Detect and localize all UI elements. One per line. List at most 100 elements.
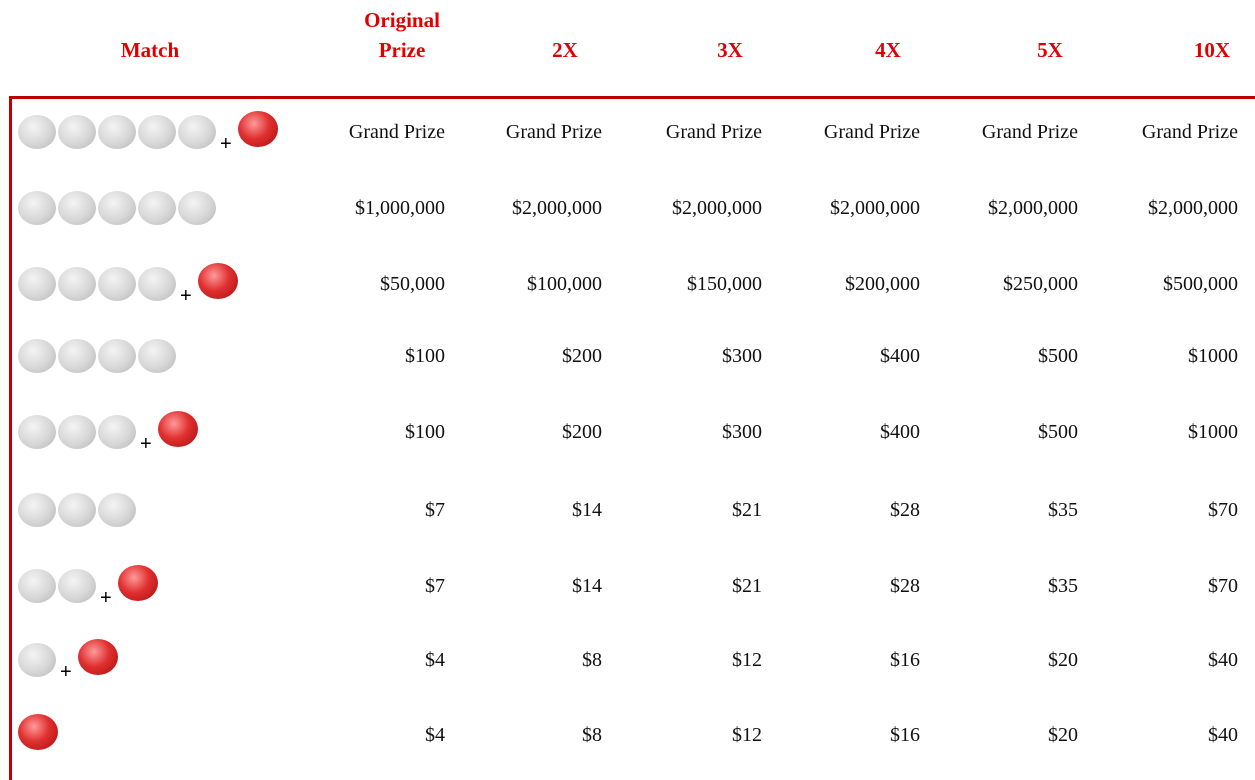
white-ball bbox=[18, 267, 56, 301]
white-ball bbox=[98, 267, 136, 301]
table-left-border bbox=[9, 96, 12, 780]
prize-cell: $2,000,000 bbox=[512, 197, 602, 219]
prize-cell: $12 bbox=[732, 724, 762, 746]
column-header: 2X bbox=[552, 38, 578, 62]
red-ball bbox=[238, 111, 278, 147]
plus-sign: + bbox=[180, 285, 192, 307]
prize-cell: $200,000 bbox=[845, 273, 920, 295]
white-ball bbox=[18, 569, 56, 603]
white-ball bbox=[58, 267, 96, 301]
plus-sign: + bbox=[220, 133, 232, 155]
white-ball bbox=[138, 191, 176, 225]
prize-cell: $20 bbox=[1048, 649, 1078, 671]
white-ball bbox=[98, 493, 136, 527]
red-ball bbox=[18, 714, 58, 750]
plus-sign: + bbox=[140, 433, 152, 455]
white-ball bbox=[138, 267, 176, 301]
prize-cell: $35 bbox=[1048, 575, 1078, 597]
prize-cell: $4 bbox=[425, 724, 445, 746]
column-header: 10X bbox=[1193, 38, 1231, 62]
white-ball bbox=[18, 643, 56, 677]
prize-cell: $2,000,000 bbox=[988, 197, 1078, 219]
prize-cell: $400 bbox=[880, 421, 920, 443]
prize-cell: $500 bbox=[1038, 345, 1078, 367]
red-ball bbox=[118, 565, 158, 601]
prize-cell: $16 bbox=[890, 724, 920, 746]
table-top-border bbox=[10, 96, 1255, 99]
white-ball bbox=[58, 493, 96, 527]
prize-cell: $16 bbox=[890, 649, 920, 671]
prize-cell: $500 bbox=[1038, 421, 1078, 443]
prize-cell: $70 bbox=[1208, 575, 1238, 597]
white-ball bbox=[18, 191, 56, 225]
white-ball bbox=[18, 415, 56, 449]
prize-cell: Grand Prize bbox=[823, 121, 920, 143]
prize-cell: $20 bbox=[1048, 724, 1078, 746]
prize-cell: $14 bbox=[572, 499, 602, 521]
prize-cell: $21 bbox=[732, 499, 762, 521]
red-ball bbox=[198, 263, 238, 299]
prize-cell: $1000 bbox=[1188, 421, 1238, 443]
prize-cell: Grand Prize bbox=[981, 121, 1078, 143]
prize-cell: $400 bbox=[880, 345, 920, 367]
prize-cell: $40 bbox=[1208, 649, 1238, 671]
prize-cell: $200 bbox=[562, 421, 602, 443]
prize-cell: $21 bbox=[732, 575, 762, 597]
prize-cell: $12 bbox=[732, 649, 762, 671]
prize-cell: $300 bbox=[722, 345, 762, 367]
prize-cell: $300 bbox=[722, 421, 762, 443]
white-ball bbox=[98, 115, 136, 149]
white-ball bbox=[18, 115, 56, 149]
white-ball bbox=[58, 569, 96, 603]
white-ball bbox=[18, 339, 56, 373]
column-header: Original Prize bbox=[364, 8, 440, 62]
red-ball bbox=[78, 639, 118, 675]
prize-cell: $2,000,000 bbox=[1148, 197, 1238, 219]
prize-cell: $8 bbox=[582, 649, 602, 671]
prize-cell: $28 bbox=[890, 499, 920, 521]
white-ball bbox=[98, 339, 136, 373]
white-ball bbox=[138, 115, 176, 149]
plus-sign: + bbox=[60, 661, 72, 683]
white-ball bbox=[58, 191, 96, 225]
prize-cell: $100 bbox=[405, 421, 445, 443]
plus-sign: + bbox=[100, 587, 112, 609]
prize-cell: Grand Prize bbox=[665, 121, 762, 143]
prize-cell: $40 bbox=[1208, 724, 1238, 746]
column-header: 3X bbox=[717, 38, 743, 62]
prize-cell: $1000 bbox=[1188, 345, 1238, 367]
prize-cell: $250,000 bbox=[1003, 273, 1078, 295]
column-header: 5X bbox=[1037, 38, 1063, 62]
prize-cell: $7 bbox=[425, 499, 445, 521]
prize-cell: $100,000 bbox=[527, 273, 602, 295]
prize-cell: $8 bbox=[582, 724, 602, 746]
white-ball bbox=[58, 415, 96, 449]
prize-cell: $1,000,000 bbox=[355, 197, 445, 219]
prize-cell: Grand Prize bbox=[505, 121, 602, 143]
prize-cell: $7 bbox=[425, 575, 445, 597]
white-ball bbox=[138, 339, 176, 373]
white-ball bbox=[178, 191, 216, 225]
prize-cell: $70 bbox=[1208, 499, 1238, 521]
prize-cell: $500,000 bbox=[1163, 273, 1238, 295]
prize-cell: $2,000,000 bbox=[830, 197, 920, 219]
white-ball bbox=[98, 191, 136, 225]
prize-cell: $150,000 bbox=[687, 273, 762, 295]
prize-cell: $4 bbox=[425, 649, 445, 671]
prize-cell: $50,000 bbox=[380, 273, 445, 295]
column-header: Match bbox=[120, 38, 180, 62]
white-ball bbox=[58, 115, 96, 149]
prize-cell: $28 bbox=[890, 575, 920, 597]
white-ball bbox=[98, 415, 136, 449]
red-ball bbox=[158, 411, 198, 447]
prize-cell: $100 bbox=[405, 345, 445, 367]
column-header: 4X bbox=[875, 38, 901, 62]
prize-cell: $35 bbox=[1048, 499, 1078, 521]
white-ball bbox=[18, 493, 56, 527]
white-ball bbox=[58, 339, 96, 373]
prize-cell: $200 bbox=[562, 345, 602, 367]
prize-cell: $14 bbox=[572, 575, 602, 597]
prize-cell: Grand Prize bbox=[1141, 121, 1238, 143]
prize-cell: $2,000,000 bbox=[672, 197, 762, 219]
